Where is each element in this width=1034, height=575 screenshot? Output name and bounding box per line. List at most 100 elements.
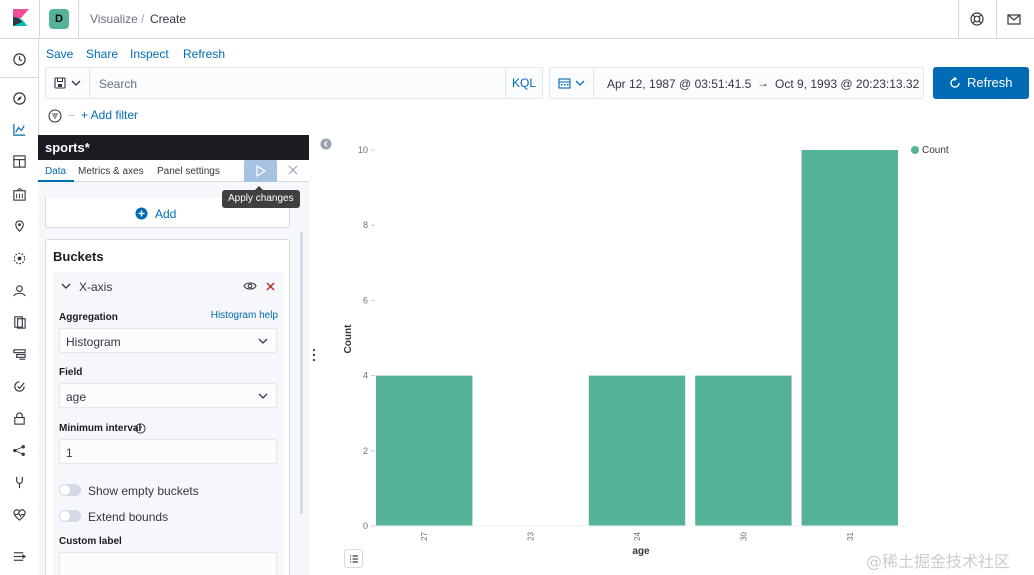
tab-metrics-axes[interactable]: Metrics & axes <box>78 166 144 177</box>
custom-label-input[interactable] <box>59 552 277 575</box>
maps-icon[interactable] <box>12 219 27 234</box>
kibana-logo-icon[interactable] <box>10 9 30 29</box>
header-divider <box>78 0 79 39</box>
date-picker: Apr 12, 1987 @ 03:51:41.5 → Oct 9, 1993 … <box>549 67 924 99</box>
tab-data[interactable]: Data <box>45 166 67 177</box>
remove-cross-icon[interactable] <box>265 281 276 292</box>
share-menu-item[interactable]: Share <box>86 47 119 61</box>
y-axis: 0 2 4 6 8 10 <box>358 145 375 531</box>
vis-editor-sidebar: sports* Data Metrics & axes Panel settin… <box>38 135 309 575</box>
show-empty-buckets-switch[interactable] <box>59 484 81 496</box>
bar-30[interactable] <box>695 375 792 526</box>
inspect-menu-item[interactable]: Inspect <box>130 47 169 61</box>
y-tick-label: 10 <box>358 145 368 155</box>
aggregation-value: Histogram <box>66 335 121 349</box>
add-filter-button[interactable]: + Add filter <box>81 108 139 122</box>
add-metric-button[interactable]: Add <box>135 207 176 221</box>
extend-bounds-label: Extend bounds <box>88 510 169 524</box>
y-tick-label: 6 <box>363 295 368 305</box>
discover-compass-icon[interactable] <box>12 91 27 106</box>
x-axis: 27 23 24 30 31 <box>375 525 907 541</box>
date-arrow-icon: → <box>757 76 769 90</box>
field-select[interactable]: age <box>59 383 277 408</box>
recent-clock-icon[interactable] <box>12 52 27 67</box>
tab-panel-settings[interactable]: Panel settings <box>157 166 220 177</box>
query-language-button[interactable]: KQL <box>505 68 542 98</box>
side-nav <box>0 39 39 575</box>
buckets-panel: Buckets X-axis Aggregation Histogram hel… <box>45 239 290 575</box>
histogram-help-link[interactable]: Histogram help <box>210 310 278 321</box>
refresh-menu-item[interactable]: Refresh <box>183 47 226 61</box>
min-interval-input[interactable]: 1 <box>59 439 277 464</box>
buckets-title: Buckets <box>53 249 104 264</box>
breadcrumb-visualize[interactable]: Visualize <box>90 12 138 26</box>
aggregation-select[interactable]: Histogram <box>59 328 277 353</box>
infrastructure-icon[interactable] <box>12 283 27 298</box>
legend-item-count[interactable]: Count <box>922 145 949 156</box>
apm-icon[interactable] <box>12 347 27 362</box>
end-date[interactable]: Oct 9, 1993 @ 20:23:13.32 <box>775 77 920 91</box>
x-tick-label: 31 <box>846 531 855 540</box>
collapse-nav-icon[interactable] <box>12 549 27 564</box>
space-avatar[interactable]: D <box>49 9 69 29</box>
chart-bars <box>376 150 898 526</box>
custom-label-label: Custom label <box>59 536 122 547</box>
collapse-sidebar-icon[interactable] <box>320 138 332 150</box>
list-icon <box>350 555 358 563</box>
quick-menu-button[interactable] <box>550 68 594 98</box>
y-tick-label: 2 <box>363 446 368 456</box>
header-divider <box>958 0 959 39</box>
monitoring-heart-icon[interactable] <box>12 507 27 522</box>
dashboard-icon[interactable] <box>12 154 27 169</box>
siem-lock-icon[interactable] <box>12 411 27 426</box>
breadcrumb-create: Create <box>150 12 187 26</box>
x-tick-label: 24 <box>633 531 642 540</box>
bar-24[interactable] <box>588 375 686 526</box>
apply-changes-button[interactable] <box>244 160 277 182</box>
logs-icon[interactable] <box>12 315 27 330</box>
discard-close-icon[interactable] <box>287 164 299 176</box>
refresh-button[interactable]: Refresh <box>933 67 1029 99</box>
saved-query-button[interactable] <box>46 68 90 98</box>
refresh-icon <box>950 77 960 88</box>
extend-bounds-switch[interactable] <box>59 510 81 522</box>
visualize-chart-icon[interactable] <box>12 122 27 137</box>
filter-options-icon[interactable] <box>48 109 62 123</box>
x-axis-title: age <box>632 546 650 557</box>
bar-27[interactable] <box>376 375 473 526</box>
chevron-down-icon <box>258 338 268 344</box>
breadcrumb-separator: / <box>141 12 145 26</box>
x-axis-config: Aggregation Histogram help Histogram Fie… <box>53 302 284 575</box>
bar-31[interactable] <box>801 150 898 526</box>
save-menu-item[interactable]: Save <box>46 47 74 61</box>
ml-icon[interactable] <box>12 251 27 266</box>
header-divider <box>39 0 40 39</box>
sidebar-scrollbar[interactable] <box>300 232 303 514</box>
start-date[interactable]: Apr 12, 1987 @ 03:51:41.5 <box>607 77 752 91</box>
query-bar: Search KQL <box>45 67 543 99</box>
help-icon[interactable] <box>969 11 985 27</box>
graph-icon[interactable] <box>12 443 27 458</box>
question-circle-icon[interactable]: ? <box>135 423 146 434</box>
dev-tools-icon[interactable] <box>12 475 27 490</box>
y-tick-label: 8 <box>363 220 368 230</box>
toggle-legend-button[interactable] <box>344 549 363 568</box>
chevron-down-icon[interactable] <box>61 282 71 290</box>
index-pattern-title: sports* <box>38 135 309 160</box>
canvas-icon[interactable] <box>12 187 27 202</box>
eye-icon[interactable] <box>243 281 257 291</box>
refresh-button-label: Refresh <box>967 75 1013 90</box>
plus-circle-icon <box>135 207 148 220</box>
calendar-icon <box>558 78 571 89</box>
x-axis-accordion[interactable]: X-axis <box>53 272 284 302</box>
uptime-icon[interactable] <box>12 379 27 394</box>
resize-handle-icon[interactable] <box>312 348 316 362</box>
mail-icon[interactable] <box>1006 11 1022 27</box>
editor-tabs: Data Metrics & axes Panel settings <box>38 160 309 182</box>
watermark-text: @稀土掘金技术社区 <box>866 552 1011 571</box>
legend-color-swatch[interactable] <box>911 146 919 154</box>
app-header: D Visualize / Create <box>0 0 1034 39</box>
show-empty-buckets-label: Show empty buckets <box>88 484 199 498</box>
search-input[interactable]: Search <box>99 77 138 91</box>
